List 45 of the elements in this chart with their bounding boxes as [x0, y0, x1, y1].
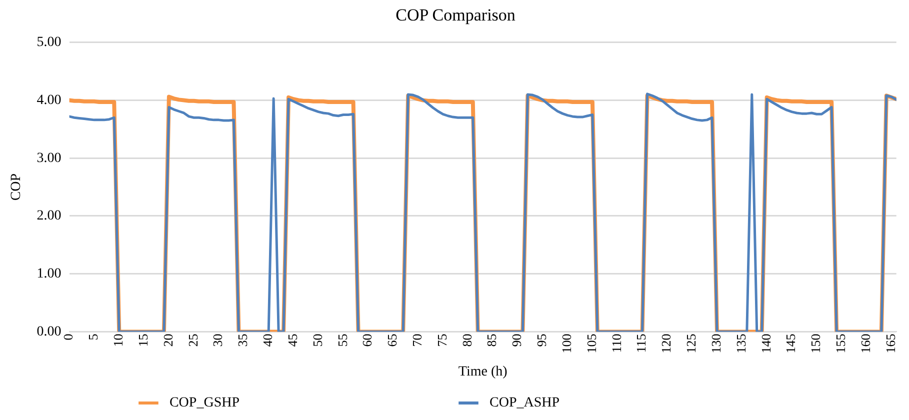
x-tick-label: 125: [684, 334, 699, 354]
x-tick-label: 30: [210, 334, 226, 347]
y-tick-label: 4.00: [36, 92, 62, 108]
x-tick-label: 10: [110, 334, 126, 347]
x-tick-label: 135: [733, 334, 748, 354]
x-tick-label: 35: [235, 334, 250, 347]
x-tick-label: 100: [558, 334, 574, 354]
x-axis-title: Time (h): [458, 364, 508, 380]
y-axis-title: COP: [9, 173, 24, 201]
x-tick-label: 70: [409, 334, 424, 347]
x-tick-label: 60: [360, 334, 375, 347]
x-tick-label: 85: [484, 334, 500, 347]
x-tick-label: 90: [509, 334, 524, 347]
y-tick-label: 5.00: [36, 35, 62, 50]
y-tick-label: 0.00: [36, 324, 62, 340]
x-tick-label: 0: [60, 334, 76, 340]
x-tick-label: 95: [534, 334, 550, 347]
x-tick-label: 20: [160, 334, 176, 347]
x-tick-label: 80: [459, 334, 474, 347]
y-tick-label: 3.00: [36, 150, 62, 166]
x-tick-label: 50: [310, 334, 325, 347]
x-tick-label: 5: [86, 334, 101, 340]
y-tick-label: 2.00: [36, 208, 62, 224]
x-tick-label: 145: [783, 334, 798, 354]
legend-label: COP_ASHP: [482, 396, 770, 411]
x-tick-label: 45: [284, 334, 300, 347]
x-tick-label: 105: [584, 334, 599, 354]
x-tick-label: 25: [185, 334, 200, 347]
x-tick-label: 155: [832, 334, 848, 354]
x-tick-label: 15: [135, 334, 150, 347]
legend-label: COP_GSHP: [162, 396, 450, 411]
x-tick-label: 115: [634, 334, 649, 353]
x-tick-label: 40: [260, 334, 276, 347]
x-tick-label: 110: [608, 334, 624, 353]
y-tick-label: 1.00: [36, 266, 62, 282]
x-tick-label: 165: [882, 334, 898, 354]
x-tick-label: 130: [708, 334, 724, 354]
x-tick-label: 160: [858, 334, 873, 354]
x-tick-label: 150: [808, 334, 824, 354]
x-tick-label: 55: [334, 334, 350, 347]
x-tick-label: 120: [658, 334, 674, 354]
x-tick-label: 140: [758, 334, 774, 354]
x-tick-label: 75: [434, 334, 450, 347]
x-tick-label: 65: [384, 334, 400, 347]
chart-title: COP Comparison: [396, 6, 516, 25]
